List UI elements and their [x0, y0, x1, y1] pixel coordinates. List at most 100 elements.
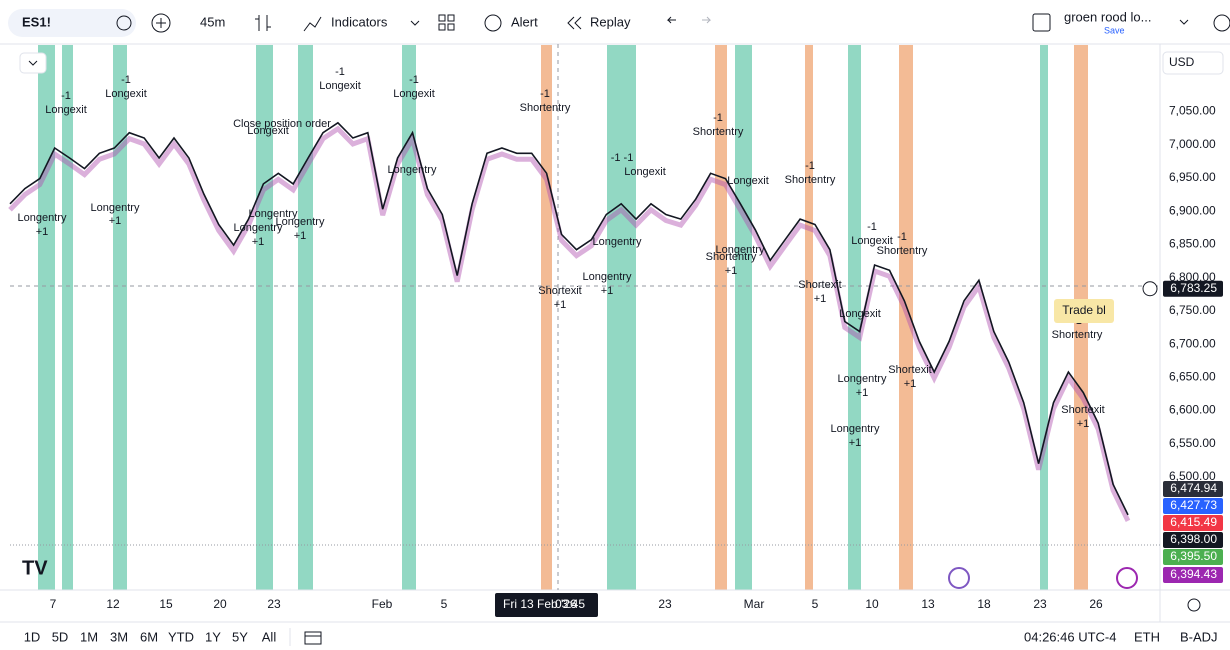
x-tick-label: 18: [977, 597, 991, 611]
y-tick-label: 6,800.00: [1169, 270, 1216, 284]
trade-annotation: Longentry: [838, 373, 887, 385]
y-tick-label: 6,700.00: [1169, 336, 1216, 350]
redo[interactable]: [702, 16, 712, 24]
x-tick-label: 23: [658, 597, 672, 611]
adjust[interactable]: B-ADJ: [1180, 629, 1218, 644]
trade-annotation: +1: [36, 226, 49, 238]
alert[interactable]: Alert: [511, 14, 538, 29]
layouts[interactable]: [438, 14, 446, 22]
dropdown[interactable]: [1179, 19, 1189, 25]
layout-name[interactable]: groen rood lo...: [1064, 9, 1151, 24]
dropdown[interactable]: [410, 20, 420, 26]
trade-annotation: Longentry: [388, 164, 437, 176]
settings[interactable]: [1213, 14, 1230, 32]
replay-marker[interactable]: [948, 567, 970, 589]
trade-annotation: Longexit: [727, 175, 769, 187]
range-button[interactable]: 1Y: [205, 629, 221, 644]
session-band: [805, 45, 813, 590]
trade-annotation: Longentry: [18, 212, 67, 224]
trade-annotation: -1: [805, 160, 815, 172]
interval[interactable]: 45m: [200, 14, 225, 29]
trade-annotation: -1: [867, 221, 877, 233]
price-tag: [1163, 532, 1223, 548]
chart-type[interactable]: [255, 15, 271, 31]
flash-marker[interactable]: [1116, 567, 1138, 589]
trade-annotation: Shortentry: [877, 245, 928, 257]
alert-icon[interactable]: [484, 14, 502, 32]
y-tick-label: 7,050.00: [1169, 104, 1216, 118]
save[interactable]: Save: [1104, 25, 1125, 35]
trade-badge-text: Trade bl: [1062, 303, 1106, 317]
y-tick-label: 7,000.00: [1169, 137, 1216, 151]
currency-box[interactable]: [1162, 51, 1224, 75]
trade-annotation: +1: [904, 378, 917, 390]
trade-annotation: Shortentry: [706, 251, 757, 263]
trade-annotation: Longentry: [249, 208, 298, 220]
y-tick-label: 6,500.00: [1169, 469, 1216, 483]
trade-annotation: -1: [121, 74, 131, 86]
layouts: [438, 23, 446, 31]
y-tick-label: 6,850.00: [1169, 237, 1216, 251]
x-tick-label: Feb: [372, 597, 393, 611]
trade-annotation: Longentry: [583, 271, 632, 283]
x-tick-label: 23: [267, 597, 281, 611]
symbol-icon[interactable]: [116, 15, 132, 31]
indicators[interactable]: Indicators: [331, 14, 388, 29]
trade-annotation: +1: [849, 437, 862, 449]
currency[interactable]: USD: [1169, 55, 1195, 69]
layout-icon[interactable]: [1032, 13, 1051, 32]
trade-annotation: -1: [713, 112, 723, 124]
trade-annotation: Longexit: [45, 104, 87, 116]
trade-annotation: +1: [109, 215, 122, 227]
trade-annotation: Shortexit: [798, 279, 841, 291]
trade-annotation: +1: [554, 299, 567, 311]
date-range-icon[interactable]: [304, 631, 322, 645]
range-button[interactable]: 1D: [24, 629, 41, 644]
undo[interactable]: [666, 16, 676, 24]
trade-annotation: -1 -1: [611, 152, 634, 164]
cursor-time: 03:45: [555, 597, 585, 611]
session[interactable]: ETH: [1134, 629, 1160, 644]
session-band: [402, 45, 416, 590]
trade-annotation: Shortentry: [693, 126, 744, 138]
range-button[interactable]: 5D: [52, 629, 69, 644]
symbol-box[interactable]: [8, 9, 136, 37]
y-tick-label: 6,750.00: [1169, 303, 1216, 317]
range-button[interactable]: 6M: [140, 629, 158, 644]
trade-annotation: Longexit: [393, 88, 435, 100]
x-tick-label: 23: [1033, 597, 1047, 611]
y-tick-label: 6,950.00: [1169, 170, 1216, 184]
range-button[interactable]: 1M: [80, 629, 98, 644]
range-button[interactable]: 5Y: [232, 629, 248, 644]
trade-annotation: +1: [601, 285, 614, 297]
range-button[interactable]: 3M: [110, 629, 128, 644]
x-tick-label: 7: [50, 597, 57, 611]
crosshair-add: [1142, 281, 1158, 297]
trade-annotation: Longexit: [319, 80, 361, 92]
price-tag: [1163, 481, 1223, 497]
session-band: [113, 45, 127, 590]
x-tick-label: Mar: [744, 597, 765, 611]
trade-annotation: Close position order: [233, 118, 331, 130]
x-tick-label: 5: [812, 597, 819, 611]
symbol[interactable]: ES1!: [22, 14, 51, 29]
range-button[interactable]: All: [262, 629, 277, 644]
replay[interactable]: Replay: [590, 14, 631, 29]
collapse-icon: [28, 60, 38, 66]
session-band: [848, 45, 861, 590]
add-symbol[interactable]: [151, 13, 171, 33]
x-tick-label: 10: [865, 597, 879, 611]
range-button[interactable]: YTD: [168, 629, 194, 644]
indicators-icon[interactable]: [303, 16, 322, 32]
session-band: [899, 45, 913, 590]
collapse-button[interactable]: [19, 52, 47, 74]
axis-settings[interactable]: [1187, 598, 1201, 612]
price-tag-label: 6,415.49: [1170, 515, 1217, 529]
session-band: [298, 45, 313, 590]
x-tick-label: 20: [213, 597, 227, 611]
session-band: [541, 45, 552, 590]
session-band: [256, 45, 273, 590]
replay-icon[interactable]: [567, 16, 582, 30]
cursor-date-box: [495, 593, 598, 617]
